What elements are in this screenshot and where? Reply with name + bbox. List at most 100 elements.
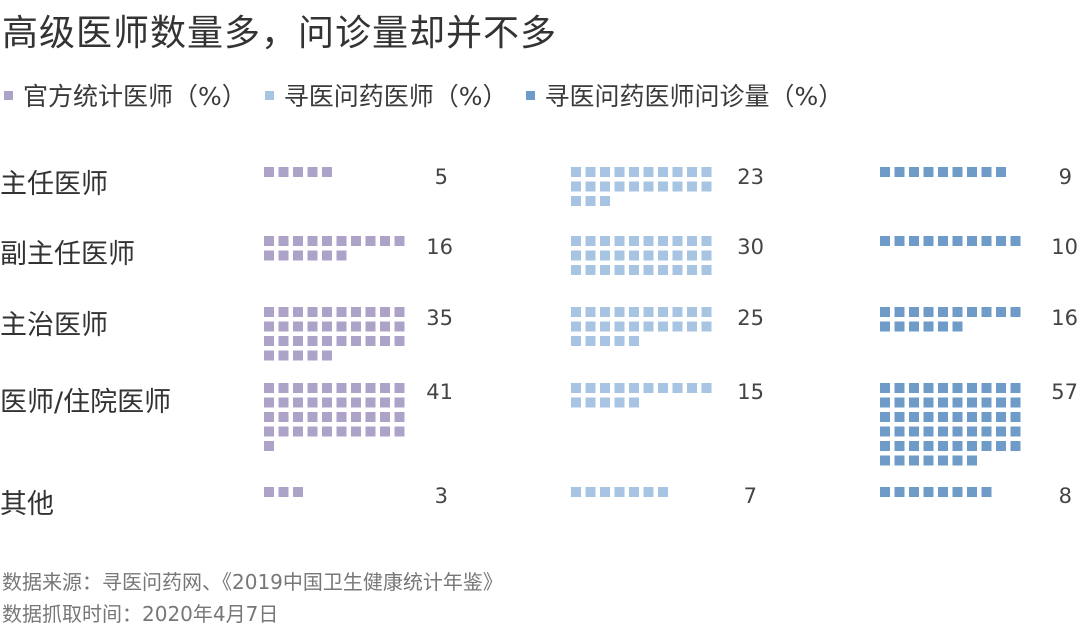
waffle-square-consultations-1-8 bbox=[996, 236, 1006, 246]
waffle-square-platform-doctors-4-6 bbox=[658, 487, 668, 497]
waffle-square-consultations-3-36 bbox=[967, 426, 977, 437]
waffle-square-consultations-3-17 bbox=[981, 397, 992, 408]
waffle-square-consultations-1-9 bbox=[1010, 236, 1021, 246]
waffle-square-official-3-31 bbox=[278, 426, 289, 437]
waffle-square-official-3-17 bbox=[365, 397, 376, 408]
waffle-square-official-2-23 bbox=[307, 336, 318, 346]
waffle-square-consultations-2-0 bbox=[880, 307, 890, 317]
value-consultations-resident: 57 bbox=[1051, 380, 1078, 404]
waffle-square-official-3-38 bbox=[380, 426, 390, 437]
value-consultations-associate: 10 bbox=[1051, 235, 1078, 259]
waffle-square-official-3-9 bbox=[394, 383, 405, 393]
waffle-square-consultations-1-1 bbox=[894, 236, 905, 246]
waffle-square-official-1-11 bbox=[278, 250, 289, 261]
waffle-square-official-1-4 bbox=[322, 236, 332, 246]
waffle-square-consultations-2-9 bbox=[1010, 307, 1021, 317]
waffle-square-official-4-0 bbox=[264, 487, 274, 497]
waffle-square-platform-doctors-0-7 bbox=[672, 167, 683, 177]
waffle-square-platform-doctors-2-14 bbox=[629, 321, 639, 332]
waffle-square-official-2-16 bbox=[351, 321, 361, 332]
waffle-square-official-1-13 bbox=[307, 250, 318, 261]
waffle-square-platform-doctors-2-21 bbox=[585, 336, 596, 346]
waffle-square-consultations-3-39 bbox=[1010, 426, 1021, 437]
waffle-square-official-2-30 bbox=[264, 350, 274, 361]
waffle-square-consultations-3-2 bbox=[909, 383, 919, 393]
waffle-square-platform-doctors-0-0 bbox=[571, 167, 581, 177]
waffle-square-consultations-3-38 bbox=[996, 426, 1006, 437]
waffle-square-platform-doctors-1-11 bbox=[585, 250, 596, 261]
legend-swatch-platform-doctors bbox=[264, 90, 274, 100]
waffle-square-official-3-13 bbox=[307, 397, 318, 408]
waffle-square-official-3-36 bbox=[351, 426, 361, 437]
waffle-square-official-3-16 bbox=[351, 397, 361, 408]
waffle-square-platform-doctors-1-0 bbox=[571, 236, 581, 246]
waffle-square-consultations-3-32 bbox=[909, 426, 919, 437]
waffle-square-official-2-17 bbox=[365, 321, 376, 332]
waffle-square-consultations-3-16 bbox=[967, 397, 977, 408]
waffle-square-consultations-3-23 bbox=[923, 412, 934, 422]
waffle-square-official-3-20 bbox=[264, 412, 274, 422]
waffle-square-platform-doctors-1-5 bbox=[643, 236, 654, 246]
waffle-square-consultations-1-7 bbox=[981, 236, 992, 246]
waffle-square-official-3-7 bbox=[365, 383, 376, 393]
waffle-square-platform-doctors-2-4 bbox=[629, 307, 639, 317]
waffle-square-platform-doctors-4-3 bbox=[614, 487, 625, 497]
waffle-square-consultations-2-8 bbox=[996, 307, 1006, 317]
waffle-square-consultations-3-27 bbox=[981, 412, 992, 422]
waffle-square-platform-doctors-3-10 bbox=[571, 397, 581, 408]
waffle-square-consultations-0-1 bbox=[894, 167, 905, 177]
legend: 官方统计医师（%） 寻医问药医师（%） 寻医问药医师问诊量（%） bbox=[4, 78, 861, 112]
waffle-square-consultations-3-33 bbox=[923, 426, 934, 437]
waffle-square-platform-doctors-2-2 bbox=[600, 307, 610, 317]
waffle-square-consultations-2-12 bbox=[909, 321, 919, 332]
value-platform-doctors-other: 7 bbox=[743, 484, 757, 508]
waffle-square-consultations-3-53 bbox=[923, 455, 934, 466]
waffle-square-platform-doctors-2-10 bbox=[571, 321, 581, 332]
waffle-square-official-0-1 bbox=[278, 167, 289, 177]
waffle-square-platform-doctors-1-24 bbox=[629, 265, 639, 275]
waffle-square-consultations-3-37 bbox=[981, 426, 992, 437]
waffle-square-official-0-4 bbox=[322, 167, 332, 177]
waffle-square-consultations-4-6 bbox=[967, 487, 977, 497]
waffle-square-platform-doctors-2-20 bbox=[571, 336, 581, 346]
waffle-square-platform-doctors-3-9 bbox=[701, 383, 712, 393]
waffle-square-consultations-3-41 bbox=[894, 441, 905, 451]
waffle-square-official-1-7 bbox=[365, 236, 376, 246]
waffle-square-platform-doctors-2-6 bbox=[658, 307, 668, 317]
legend-item-consultations: 寻医问药医师问诊量（%） bbox=[525, 77, 843, 113]
waffle-square-platform-doctors-3-0 bbox=[571, 383, 581, 393]
waffle-square-consultations-3-3 bbox=[923, 383, 934, 393]
waffle-square-official-2-22 bbox=[293, 336, 303, 346]
waffle-square-platform-doctors-1-7 bbox=[672, 236, 683, 246]
value-official-other: 3 bbox=[434, 484, 448, 508]
waffle-square-official-3-18 bbox=[380, 397, 390, 408]
waffle-square-consultations-2-7 bbox=[981, 307, 992, 317]
waffle-square-official-1-15 bbox=[336, 250, 347, 261]
waffle-square-official-3-0 bbox=[264, 383, 274, 393]
waffle-square-official-3-28 bbox=[380, 412, 390, 422]
waffle-square-consultations-3-52 bbox=[909, 455, 919, 466]
waffle-square-official-1-10 bbox=[264, 250, 274, 261]
waffle-square-platform-doctors-3-13 bbox=[614, 397, 625, 408]
waffle-square-consultations-2-5 bbox=[952, 307, 963, 317]
waffle-square-consultations-4-4 bbox=[938, 487, 948, 497]
waffle-square-consultations-3-20 bbox=[880, 412, 890, 422]
waffle-square-official-3-23 bbox=[307, 412, 318, 422]
waffle-square-platform-doctors-4-1 bbox=[585, 487, 596, 497]
waffle-square-platform-doctors-2-11 bbox=[585, 321, 596, 332]
waffle-square-platform-doctors-0-5 bbox=[643, 167, 654, 177]
waffle-square-platform-doctors-0-4 bbox=[629, 167, 639, 177]
waffle-square-platform-doctors-3-2 bbox=[600, 383, 610, 393]
waffle-square-consultations-1-6 bbox=[967, 236, 977, 246]
waffle-square-platform-doctors-1-12 bbox=[600, 250, 610, 261]
waffle-square-official-1-3 bbox=[307, 236, 318, 246]
waffle-square-consultations-2-13 bbox=[923, 321, 934, 332]
waffle-square-official-3-15 bbox=[336, 397, 347, 408]
waffle-square-official-3-4 bbox=[322, 383, 332, 393]
waffle-square-consultations-3-21 bbox=[894, 412, 905, 422]
waffle-square-consultations-1-5 bbox=[952, 236, 963, 246]
waffle-square-platform-doctors-0-6 bbox=[658, 167, 668, 177]
waffle-square-consultations-3-6 bbox=[967, 383, 977, 393]
waffle-square-consultations-3-19 bbox=[1010, 397, 1021, 408]
waffle-square-platform-doctors-2-23 bbox=[614, 336, 625, 346]
